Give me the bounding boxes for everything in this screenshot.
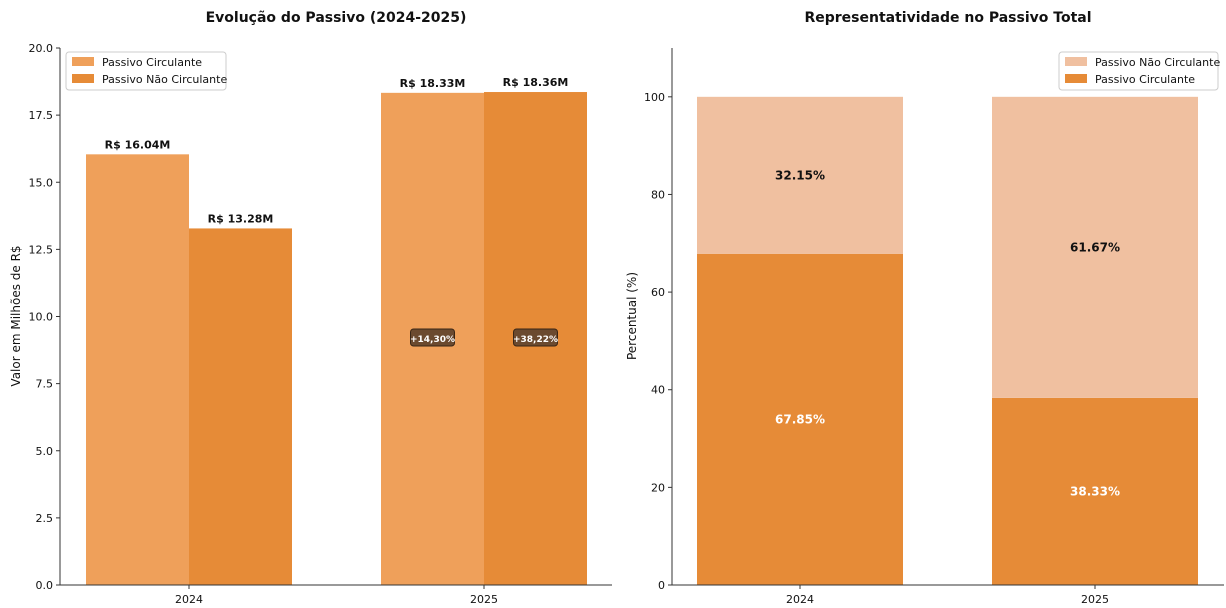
left-y-tick-label: 0.0 bbox=[36, 579, 54, 592]
left-legend-label: Passivo Circulante bbox=[102, 56, 202, 69]
right-bar-value-label: 67.85% bbox=[775, 412, 825, 426]
left-y-tick-label: 7.5 bbox=[36, 378, 54, 391]
left-bar-value-label: R$ 16.04M bbox=[105, 138, 171, 151]
left-chart-title: Evolução do Passivo (2024-2025) bbox=[206, 10, 467, 26]
left-x-tick-label: 2024 bbox=[175, 593, 203, 604]
growth-badge-label: +38,22% bbox=[513, 335, 558, 345]
right-bar-circulante-2025 bbox=[992, 397, 1198, 585]
growth-badge-bg bbox=[410, 328, 455, 347]
left-bar-circulante-2024 bbox=[86, 154, 189, 586]
right-y-tick-label: 40 bbox=[651, 384, 665, 397]
right-chart-title: Representatividade no Passivo Total bbox=[804, 10, 1091, 26]
right-y-tick-label: 80 bbox=[651, 188, 665, 201]
right-legend-label: Passivo Circulante bbox=[1095, 73, 1195, 86]
left-legend: Passivo Circulante Passivo Não Circulante bbox=[65, 51, 227, 91]
right-y-tick-label: 0 bbox=[658, 579, 665, 592]
right-y-tick-label: 20 bbox=[651, 481, 665, 494]
right-bar-nao-circulante-2025 bbox=[992, 96, 1198, 398]
right-bars-group bbox=[697, 96, 1198, 586]
right-chart: Representatividade no Passivo Total Perc… bbox=[625, 10, 1224, 606]
left-legend-frame bbox=[65, 51, 227, 91]
left-legend-swatch bbox=[72, 74, 94, 83]
right-bar-value-label: 38.33% bbox=[1070, 484, 1120, 498]
left-y-tick-label: 12.5 bbox=[29, 243, 54, 256]
growth-badge-bg bbox=[513, 328, 558, 347]
left-y-axis-label: Valor em Milhões de R$ bbox=[9, 245, 23, 386]
left-bars-group bbox=[86, 92, 587, 586]
right-legend-frame bbox=[1058, 51, 1219, 91]
left-bar-value-label: R$ 18.33M bbox=[400, 77, 466, 90]
right-y-tick-label: 60 bbox=[651, 286, 665, 299]
right-x-tick-label: 2024 bbox=[786, 593, 814, 604]
left-y-tick-label: 5.0 bbox=[36, 445, 54, 458]
left-x-tick-label: 2025 bbox=[470, 593, 498, 604]
right-value-labels: 67.85% 32.15% 38.33% 61.67% bbox=[775, 168, 1120, 498]
right-bar-nao-circulante-2024 bbox=[697, 96, 903, 254]
left-bar-value-label: R$ 13.28M bbox=[208, 212, 274, 225]
left-legend-label: Passivo Não Circulante bbox=[102, 73, 227, 86]
left-y-tick-label: 20.0 bbox=[29, 42, 54, 55]
right-axes: 0 20 40 60 80 100 2024 2025 bbox=[644, 48, 1224, 606]
right-y-tick-label: 100 bbox=[644, 91, 665, 104]
left-legend-swatch bbox=[72, 57, 94, 66]
right-legend-swatch bbox=[1065, 74, 1087, 83]
left-y-tick-label: 15.0 bbox=[29, 176, 54, 189]
growth-badge-label: +14,30% bbox=[410, 335, 455, 345]
left-y-tick-label: 10.0 bbox=[29, 311, 54, 324]
left-y-tick-label: 17.5 bbox=[29, 109, 54, 122]
left-bar-value-label: R$ 18.36M bbox=[503, 76, 569, 89]
left-chart: Evolução do Passivo (2024-2025) Valor em… bbox=[9, 10, 612, 606]
right-y-axis-label: Percentual (%) bbox=[625, 272, 639, 360]
right-legend-label: Passivo Não Circulante bbox=[1095, 56, 1220, 69]
left-growth-badges: +14,30% +38,22% bbox=[410, 328, 558, 347]
right-bar-value-label: 61.67% bbox=[1070, 240, 1120, 254]
right-legend: Passivo Não Circulante Passivo Circulante bbox=[1058, 51, 1220, 91]
left-axes: 0.0 2.5 5.0 7.5 10.0 12.5 15.0 17.5 20.0 2024 2025 bbox=[29, 42, 612, 606]
right-bar-value-label: 32.15% bbox=[775, 168, 825, 182]
left-y-tick-label: 2.5 bbox=[36, 512, 54, 525]
left-bar-nao-circulante-2024 bbox=[189, 228, 292, 585]
right-x-tick-label: 2025 bbox=[1081, 593, 1109, 604]
right-legend-swatch bbox=[1065, 57, 1087, 66]
right-bar-circulante-2024 bbox=[697, 253, 903, 586]
left-value-labels: R$ 16.04M R$ 13.28M R$ 18.33M R$ 18.36M bbox=[105, 76, 569, 225]
